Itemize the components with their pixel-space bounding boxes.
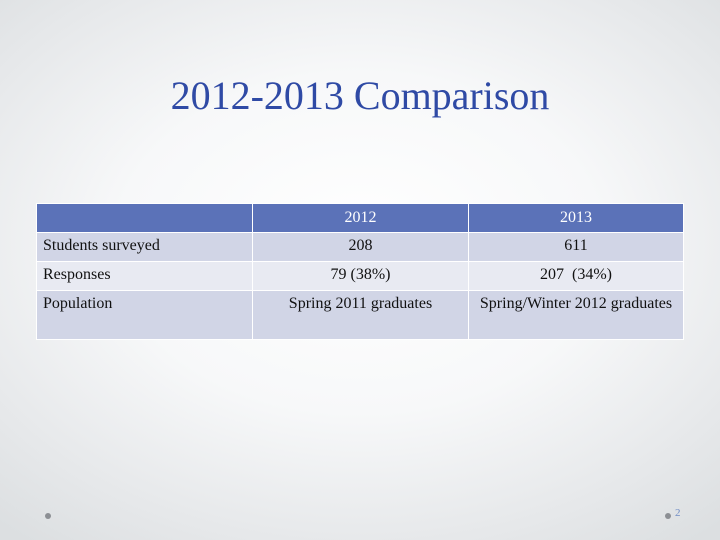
value-cell-2012: 79 (38%) (252, 261, 469, 291)
footer-dot-right (665, 513, 671, 519)
footer-dot-left (45, 513, 51, 519)
row-label-cell: Responses (36, 261, 253, 291)
table-row: Population Spring 2011 graduates Spring/… (36, 290, 684, 340)
table-row: Responses 79 (38%) 207 (34%) (36, 261, 684, 291)
value-cell-2013: Spring/Winter 2012 graduates (468, 290, 684, 340)
header-cell-empty (36, 203, 253, 233)
comparison-table: 2012 2013 Students surveyed 208 611 Resp… (36, 203, 684, 340)
value-cell-2012: 208 (252, 232, 469, 262)
row-label-cell: Population (36, 290, 253, 340)
page-number: 2 (675, 507, 681, 519)
slide-title: 2012-2013 Comparison (170, 73, 550, 118)
table-row: Students surveyed 208 611 (36, 232, 684, 262)
value-cell-2013: 207 (34%) (468, 261, 684, 291)
value-cell-2012: Spring 2011 graduates (252, 290, 469, 340)
header-cell-2012: 2012 (252, 203, 469, 233)
header-cell-2013: 2013 (468, 203, 684, 233)
row-label-cell: Students surveyed (36, 232, 253, 262)
table-header-row: 2012 2013 (36, 203, 684, 233)
value-cell-2013: 611 (468, 232, 684, 262)
